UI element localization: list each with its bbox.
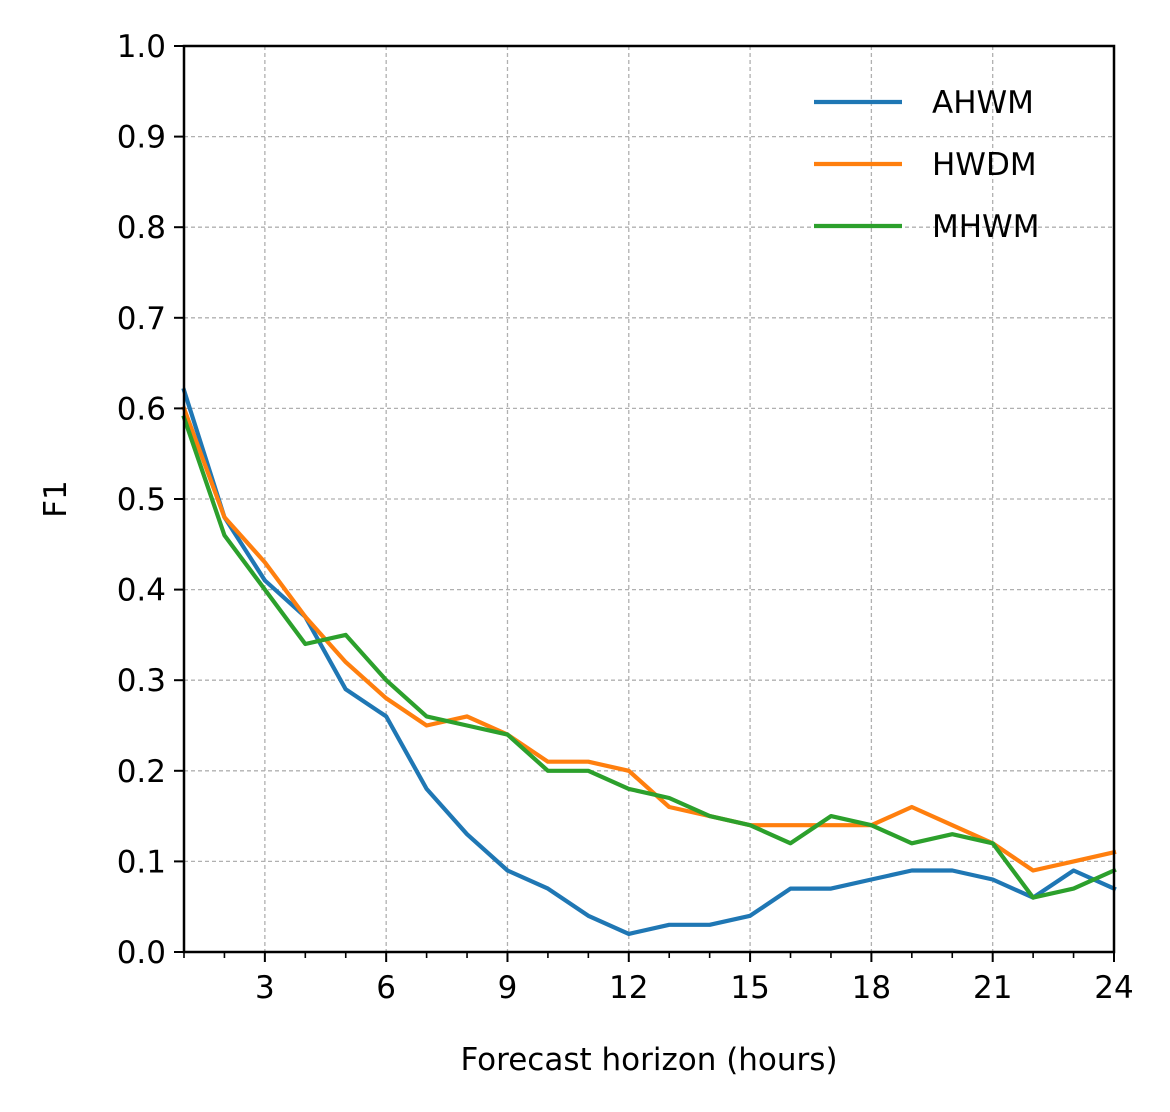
legend-label-mhwm: MHWM: [932, 209, 1039, 245]
x-tick-label: 3: [255, 970, 275, 1006]
legend-label-ahwm: AHWM: [932, 85, 1034, 121]
y-tick-label: 0.0: [117, 935, 166, 971]
y-axis-label: F1: [38, 480, 74, 518]
x-tick-label: 21: [973, 970, 1012, 1006]
y-tick-label: 1.0: [117, 29, 166, 65]
x-tick-label: 9: [498, 970, 518, 1006]
legend-label-hwdm: HWDM: [932, 147, 1037, 183]
series-line-hwdm: [181, 405, 1117, 873]
y-tick-label: 0.1: [117, 844, 166, 880]
x-tick-label: 24: [1094, 970, 1133, 1006]
series-line-mhwm: [181, 414, 1117, 900]
x-tick-label: 18: [852, 970, 891, 1006]
series-lines: [181, 387, 1117, 937]
legend: AHWM HWDM MHWM: [814, 85, 1039, 245]
y-tick-label: 0.5: [117, 482, 166, 518]
x-tick-label: 12: [609, 970, 648, 1006]
axis-ticks: 3 6 9 12 15 18 21 24 0.0 0.1 0.2 0.3 0.4 0.5 0.6 0.7 0.8…: [117, 29, 1134, 1006]
y-tick-label: 0.4: [117, 573, 166, 609]
y-tick-label: 0.9: [117, 120, 166, 156]
x-tick-label: 6: [376, 970, 396, 1006]
series-line-ahwm: [181, 387, 1117, 937]
y-tick-label: 0.7: [117, 301, 166, 337]
y-tick-label: 0.8: [117, 210, 166, 246]
y-tick-label: 0.6: [117, 391, 166, 427]
y-tick-label: 0.3: [117, 663, 166, 699]
x-axis-label: Forecast horizon (hours): [460, 1042, 837, 1078]
x-tick-label: 15: [730, 970, 769, 1006]
y-tick-label: 0.2: [117, 754, 166, 790]
